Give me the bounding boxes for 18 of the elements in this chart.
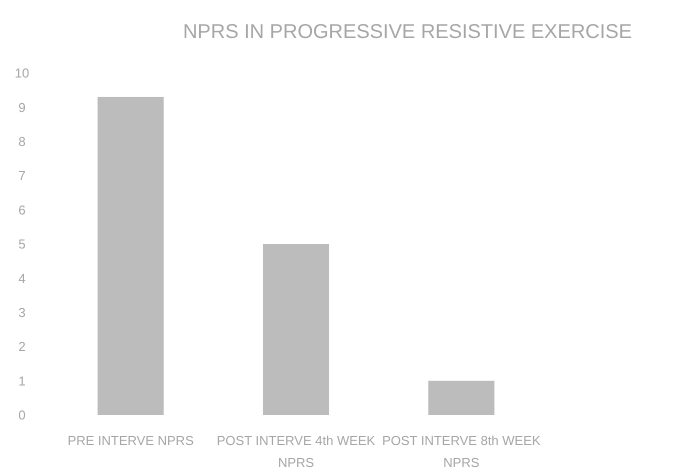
y-tick-label: 8: [18, 134, 26, 149]
y-tick-label: 4: [18, 270, 26, 286]
x-tick-label: POST INTERVE 4th WEEK NPRS: [216, 433, 376, 470]
x-tick-label: POST INTERVE 8th WEEK NPRS: [382, 433, 541, 470]
y-tick-label: 0: [18, 408, 26, 423]
bar: [262, 244, 330, 415]
y-tick-label: 7: [18, 168, 26, 184]
y-tick-label: 3: [18, 304, 26, 320]
y-tick-label: 5: [18, 236, 26, 252]
y-tick-label: 2: [18, 339, 26, 354]
chart-title: NPRS IN PROGRESSIVE RESISTIVE EXERCISE: [182, 21, 632, 43]
x-tick-label: PRE INTERVE NPRS: [68, 433, 194, 448]
y-tick-label: 10: [14, 66, 30, 81]
y-tick-label: 1: [18, 373, 26, 388]
bar: [98, 96, 164, 415]
y-tick-label: 9: [18, 100, 26, 115]
bar: [428, 380, 494, 415]
y-tick-label: 6: [18, 202, 26, 218]
